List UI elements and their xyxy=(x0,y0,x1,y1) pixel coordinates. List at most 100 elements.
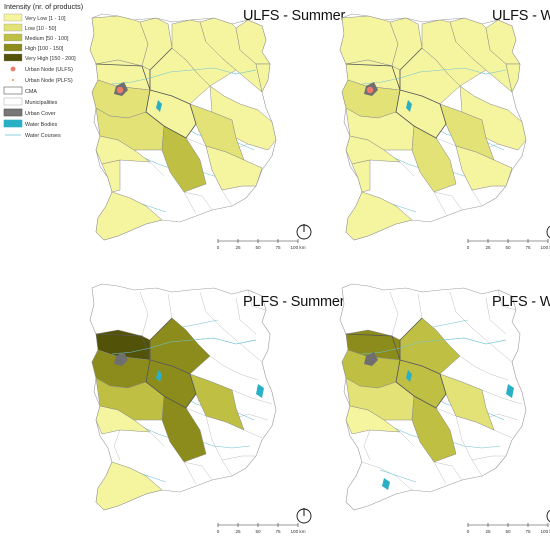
scale-tick-label: 75 xyxy=(275,245,281,250)
panel-title: ULFS - Summer xyxy=(243,8,346,24)
legend-title: Intensity (nr. of products) xyxy=(4,2,83,11)
map-panel: ULFS - Summer 0 25 50 75 100 km xyxy=(89,8,346,250)
municipality-fill xyxy=(255,63,271,93)
municipality-fill xyxy=(345,191,413,241)
legend-item: Urban Node (ULFS) xyxy=(10,66,73,73)
legend-swatch xyxy=(3,23,23,32)
legend-item: Urban Cover xyxy=(3,108,56,117)
cma-outline xyxy=(345,317,447,409)
municipality-fill xyxy=(95,461,163,511)
legend-item: Water Bodies xyxy=(3,119,57,128)
legend-symbol xyxy=(11,78,15,82)
legend-swatch xyxy=(3,43,23,52)
scale-tick-label: 25 xyxy=(235,245,241,250)
legend-class-label: Very Low [1 - 10] xyxy=(25,16,66,22)
scale-tick-label: 75 xyxy=(525,529,531,534)
scale-tick-label: 25 xyxy=(235,529,241,534)
scale-tick-label: 0 xyxy=(467,529,470,534)
municipality-fill xyxy=(161,125,207,193)
municipality-fill xyxy=(345,405,401,435)
legend-symbol xyxy=(10,66,16,72)
north-arrow xyxy=(296,508,312,524)
urban-cover xyxy=(114,352,128,366)
municipality-fill xyxy=(351,159,371,193)
legend-class: Very High [150 - 200] xyxy=(3,53,76,62)
water-course xyxy=(361,67,507,85)
scale-tick-label: 100 km xyxy=(540,529,550,534)
panel-title: PLFS - Summer xyxy=(243,294,345,310)
map-panel: PLFS - Summer 0 25 50 75 100 km xyxy=(89,283,345,534)
legend-swatch xyxy=(3,13,23,22)
legend-item: CMA xyxy=(3,86,37,95)
scale-tick-label: 0 xyxy=(217,529,220,534)
map-panel: PLFS - Winter 0 25 50 75 100 km xyxy=(339,283,550,534)
legend-item: Urban Node (PLFS) xyxy=(11,78,73,84)
intensity-layer xyxy=(341,317,495,463)
municipality-fill xyxy=(161,395,207,463)
scale-tick-label: 100 km xyxy=(290,245,305,250)
map-legend: Intensity (nr. of products) Very Low [1 … xyxy=(3,2,83,139)
north-arrow xyxy=(546,509,550,523)
scale-tick-label: 50 xyxy=(255,529,261,534)
scale-tick-label: 100 km xyxy=(290,529,305,534)
municipality-fill xyxy=(205,145,263,191)
scale-tick-label: 100 km xyxy=(540,245,550,250)
municipality-fill xyxy=(455,145,513,191)
scale-tick-label: 25 xyxy=(485,245,491,250)
scale-bar: 0 25 50 75 100 km xyxy=(467,523,550,534)
cma-outline xyxy=(95,47,197,139)
municipality-fill xyxy=(505,63,521,93)
urban-cover xyxy=(364,352,378,366)
scale-bar: 0 25 50 75 100 km xyxy=(217,523,306,534)
panel-basemap xyxy=(89,283,277,511)
legend-symbol xyxy=(3,86,23,95)
scale-tick-label: 0 xyxy=(467,245,470,250)
legend-class-label: High [100 - 150] xyxy=(25,46,64,52)
panel-title: PLFS - Winter xyxy=(492,294,550,310)
intensity-layer xyxy=(339,15,527,241)
scale-tick-label: 50 xyxy=(505,245,511,250)
legend-item-label: Water Courses xyxy=(25,133,61,139)
municipality-fill xyxy=(345,135,401,165)
north-arrow xyxy=(546,225,550,239)
legend-class: Low [10 - 50] xyxy=(3,23,57,32)
legend-symbol xyxy=(3,119,23,128)
legend-class: Medium [50 - 100] xyxy=(3,33,69,42)
municipality-fill xyxy=(339,15,399,67)
intensity-layer xyxy=(89,15,277,241)
scale-bar: 0 25 50 75 100 km xyxy=(467,239,550,250)
municipality-fill xyxy=(95,191,163,241)
municipality-fill xyxy=(411,125,457,193)
legend-item: Municipalities xyxy=(3,97,58,106)
water-body xyxy=(406,370,412,382)
legend-class: High [100 - 150] xyxy=(3,43,64,52)
panel-basemap xyxy=(339,283,527,511)
panel-title: ULFS - Winter xyxy=(492,8,550,24)
legend-item-label: Municipalities xyxy=(25,100,58,106)
municipality-fill xyxy=(459,85,527,151)
cma-outline xyxy=(95,317,197,409)
legend-class-label: Very High [150 - 200] xyxy=(25,56,76,62)
scale-tick-label: 75 xyxy=(275,529,281,534)
municipality-fill xyxy=(189,373,245,431)
scale-tick-label: 50 xyxy=(505,529,511,534)
water-body xyxy=(406,100,412,112)
legend-class-label: Low [10 - 50] xyxy=(25,26,57,32)
legend-symbol xyxy=(3,108,23,117)
map-panel: ULFS - Winter 0 25 50 75 100 km xyxy=(339,8,550,250)
legend-item-label: Urban Cover xyxy=(25,111,56,117)
water-body xyxy=(156,100,162,112)
legend-item-label: Urban Node (PLFS) xyxy=(25,78,73,84)
legend-symbol xyxy=(3,97,23,106)
panel-basemap xyxy=(89,13,277,241)
water-course xyxy=(111,337,257,355)
legend-class: Very Low [1 - 10] xyxy=(3,13,66,22)
legend-item-label: CMA xyxy=(25,89,37,95)
municipality-fill xyxy=(209,85,277,151)
water-body xyxy=(156,370,162,382)
panel-basemap xyxy=(339,13,527,241)
municipality-fill xyxy=(95,405,151,435)
urban-node-marker xyxy=(116,86,124,94)
legend-class-label: Medium [50 - 100] xyxy=(25,36,69,42)
